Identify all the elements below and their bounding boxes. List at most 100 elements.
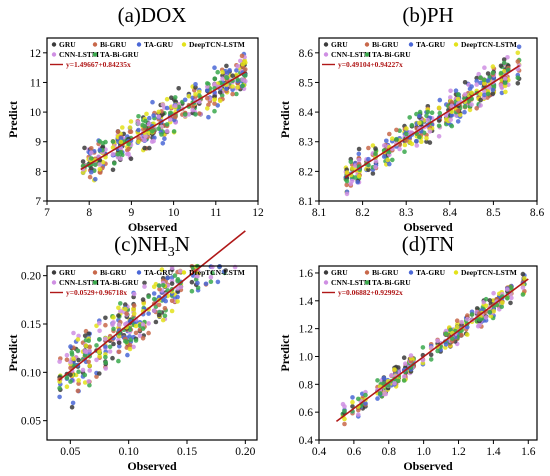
- point-gru: [487, 298, 493, 303]
- y-tick-label: 1.6: [299, 268, 314, 280]
- point-deeptcn-lstm: [193, 92, 198, 97]
- point-ta-bi-gru: [64, 375, 70, 381]
- y-axis-label: Predict: [6, 334, 20, 371]
- point-cnn-lstm: [477, 323, 482, 328]
- point-deeptcn-lstm: [478, 92, 483, 97]
- x-tick-label: 0.05: [60, 446, 80, 458]
- point-deeptcn-lstm: [110, 145, 116, 150]
- legend-marker-ta-gru: [136, 42, 142, 47]
- point-bi-gru: [465, 313, 470, 318]
- point-cnn-lstm: [344, 191, 350, 197]
- legend-fit-label: y=1.49667+0.84235x: [66, 60, 131, 69]
- point-cnn-lstm: [131, 291, 137, 297]
- point-ta-gru: [162, 136, 167, 142]
- legend-label-bi-gru: Bi-GRU: [372, 268, 399, 277]
- point-ta-bi-gru: [348, 159, 354, 164]
- point-cnn-lstm: [156, 114, 161, 119]
- legend-marker-bi-gru: [92, 270, 98, 275]
- point-deeptcn-lstm: [127, 125, 133, 130]
- point-ta-bi-gru: [69, 352, 75, 357]
- point-cnn-lstm: [107, 349, 113, 354]
- point-ta-bi-gru: [409, 122, 415, 128]
- point-ta-gru: [147, 115, 152, 121]
- legend-label-deeptcn-lstm: DeepTCN-LSTM: [189, 268, 245, 277]
- x-tick-label: 11: [210, 207, 221, 219]
- point-ta-bi-gru: [210, 270, 215, 276]
- point-bi-gru: [206, 102, 211, 108]
- point-ta-bi-gru: [112, 161, 117, 166]
- point-cnn-lstm: [208, 274, 214, 280]
- point-cnn-lstm: [238, 58, 243, 64]
- point-ta-bi-gru: [436, 123, 442, 129]
- point-ta-gru: [355, 179, 361, 185]
- x-tick-label: 8.5: [486, 207, 501, 219]
- point-deeptcn-lstm: [160, 317, 166, 323]
- point-gru: [189, 279, 195, 285]
- point-ta-bi-gru: [407, 115, 413, 120]
- point-gru: [230, 73, 235, 78]
- legend-marker-gru: [323, 42, 329, 47]
- x-axis-label: Observed: [403, 459, 453, 473]
- legend-marker-bi-gru: [364, 42, 370, 47]
- point-cnn-lstm: [205, 84, 210, 89]
- point-deeptcn-lstm: [205, 106, 210, 111]
- point-ta-bi-gru: [205, 81, 210, 86]
- y-tick-label: 1.0: [299, 351, 314, 363]
- point-gru: [427, 140, 433, 145]
- legend-marker-cnn-lstm: [323, 280, 329, 285]
- point-ta-gru: [516, 44, 522, 50]
- x-tick-label: 1.4: [486, 446, 501, 458]
- legend-label-ta-gru: TA-GRU: [416, 40, 446, 49]
- point-deeptcn-lstm: [344, 170, 350, 175]
- point-cnn-lstm: [478, 103, 483, 108]
- legend-marker-cnn-lstm: [51, 280, 57, 285]
- point-cnn-lstm: [235, 64, 240, 69]
- legend-label-bi-gru: Bi-GRU: [372, 40, 399, 49]
- point-ta-gru: [224, 86, 229, 91]
- chart-title: (c)NH3N: [114, 232, 190, 260]
- point-ta-gru: [136, 127, 141, 133]
- point-ta-gru: [482, 92, 487, 98]
- point-ta-bi-gru: [133, 338, 139, 343]
- point-cnn-lstm: [142, 284, 147, 289]
- x-tick-label: 0.10: [119, 446, 139, 458]
- point-ta-gru: [469, 84, 474, 89]
- point-cnn-lstm: [164, 128, 170, 134]
- point-ta-bi-gru: [136, 114, 141, 119]
- point-cnn-lstm: [178, 268, 183, 274]
- legend-marker-deeptcn-lstm: [453, 270, 459, 275]
- y-tick-label: 0.6: [299, 407, 314, 419]
- point-ta-bi-gru: [505, 296, 510, 301]
- point-gru: [116, 340, 122, 346]
- point-ta-gru: [449, 113, 455, 118]
- point-ta-bi-gru: [140, 326, 146, 331]
- x-tick-label: 0.15: [177, 446, 197, 458]
- point-cnn-lstm: [436, 134, 442, 139]
- point-cnn-lstm: [111, 320, 116, 325]
- point-gru: [116, 313, 121, 318]
- point-gru: [515, 81, 521, 86]
- legend-label-gru: GRU: [331, 268, 348, 277]
- point-bi-gru: [173, 114, 178, 120]
- point-ta-bi-gru: [487, 309, 493, 315]
- point-cnn-lstm: [403, 361, 408, 367]
- point-cnn-lstm: [146, 321, 151, 326]
- x-tick-label: 8.4: [443, 207, 458, 219]
- point-ta-bi-gru: [146, 294, 151, 300]
- x-tick-label: 1.0: [416, 446, 431, 458]
- y-tick-label: 8.2: [299, 166, 314, 178]
- point-bi-gru: [230, 91, 235, 97]
- y-axis-label: Predict: [278, 101, 292, 138]
- chart-panel-b: (b)PH 8.1 8.2 8.3 8.4 8.5 8.6 8.1 8.2 8.3 8.4 8.5 8.…: [278, 3, 544, 234]
- legend-marker-ta-bi-gru: [364, 52, 370, 57]
- legend-fit-label: y=0.06882+0.92992x: [338, 288, 403, 297]
- point-gru: [142, 280, 147, 286]
- point-ta-gru: [462, 109, 467, 115]
- point-deeptcn-lstm: [97, 167, 103, 172]
- point-ta-gru: [212, 65, 217, 70]
- point-ta-gru: [70, 400, 76, 406]
- x-tick-label: 10: [168, 207, 180, 219]
- point-ta-gru: [165, 275, 170, 281]
- point-ta-bi-gru: [215, 69, 220, 75]
- x-tick-label: 1.2: [451, 446, 466, 458]
